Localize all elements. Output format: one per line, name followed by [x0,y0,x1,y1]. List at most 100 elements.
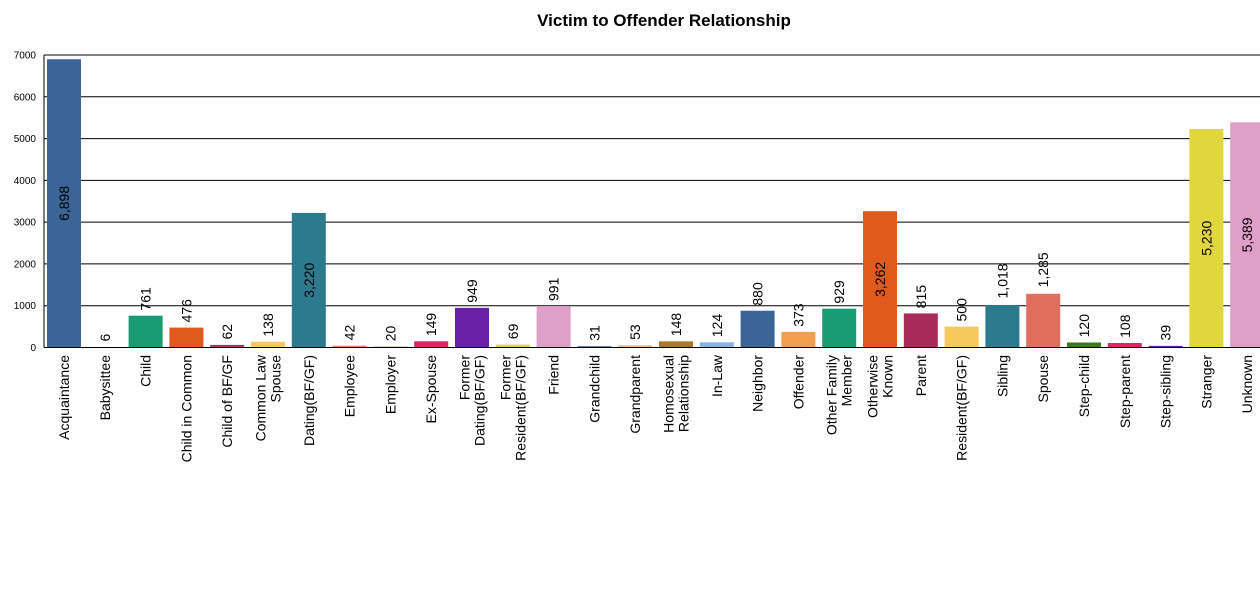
x-tick-label: Other Family [824,355,840,435]
bar [332,345,367,348]
x-tick-label: Member [839,355,855,407]
data-label: 149 [423,313,439,337]
data-label: 5,230 [1198,221,1214,256]
x-tick-label: Spouse [1035,355,1051,403]
x-tick-label: Spouse [268,355,284,403]
bar [251,341,285,348]
x-tick-label: Offender [790,355,806,410]
x-tick-label: Former [497,355,513,400]
data-label: 39 [1158,325,1174,341]
x-tick-label: In-Law [709,354,725,397]
x-tick-label: Stranger [1198,355,1214,409]
x-tick-label: Employee [342,355,358,417]
x-tick-label: Dating(BF/GF) [301,355,317,446]
y-tick-label: 3000 [14,218,37,229]
x-tick-label: Child [138,355,154,387]
x-axis: Acquaintance Babysittee Child Child in Comm… [44,347,1260,462]
bar [740,310,775,348]
data-label: 373 [790,303,806,327]
x-tick-label: Friend [546,355,562,395]
x-tick-label: Ex-Spouse [423,355,439,424]
bar [210,344,245,348]
x-tick-label: Parent [913,355,929,396]
y-tick-label: 5000 [14,134,37,145]
bar [495,344,530,348]
x-tick-label: Child of BF/GF [219,355,235,448]
bar [577,346,612,348]
bar [822,308,857,348]
bars [47,59,1260,348]
data-label: 148 [668,313,684,337]
bar [128,315,163,348]
gridlines [44,54,1260,307]
x-tick-label: Babysittee [97,355,113,421]
bar [1067,342,1101,348]
data-label: 6,898 [56,186,72,221]
x-tick-label: Relationship [676,355,692,432]
x-tick-label: Known [880,355,896,398]
chart-title: Victim to Offender Relationship [537,11,791,30]
bar [291,212,326,348]
data-label: 3,220 [301,263,317,298]
x-tick-label: Former [457,355,473,400]
x-tick-label: Common Law [253,354,269,441]
data-label: 815 [913,285,929,309]
bar [536,306,571,348]
data-label: 991 [546,277,562,301]
y-tick-label: 6000 [14,92,37,103]
bar [985,304,1020,348]
data-label: 949 [464,279,480,303]
y-tick-label: 4000 [14,176,37,187]
data-label: 62 [219,324,235,340]
x-tick-label: Child in Common [178,355,194,462]
bar [47,59,81,348]
bar [944,326,979,348]
data-label: 20 [382,325,398,341]
x-tick-label: Neighbor [750,355,766,412]
data-label: 1,018 [994,263,1010,298]
data-label: 120 [1076,314,1092,338]
bar [618,345,653,348]
y-tick-label: 0 [30,343,36,354]
bar [699,342,734,348]
data-label: 42 [342,325,358,341]
bar [455,307,489,348]
bar [169,327,204,348]
data-label: 108 [1117,314,1133,338]
bar [1026,293,1061,348]
x-tick-label: Homosexual [661,355,677,433]
x-tick-label: Sibling [994,355,1010,397]
x-tick-label: Unknown [1239,355,1255,413]
y-axis: 0 1000 2000 3000 4000 5000 6000 7000 [14,51,45,354]
y-tick-label: 1000 [14,301,37,312]
x-tick-label: Acquaintance [56,355,72,440]
data-label: 1,285 [1035,252,1051,287]
bar [863,211,897,348]
bar [1189,128,1224,348]
x-tick-label: Resident(BF/GF) [512,355,528,461]
x-tick-label: Dating(BF/GF) [472,355,488,446]
x-tick-label: Grandchild [586,355,602,423]
data-label: 69 [505,323,521,339]
data-label: 880 [750,282,766,306]
x-tick-label: Otherwise [865,355,881,418]
data-label: 929 [831,280,847,304]
bar [1148,345,1183,348]
x-tick-label: Grandparent [627,355,643,434]
bar [659,341,693,348]
x-tick-label: Step-sibling [1158,355,1174,428]
bar [414,341,449,348]
data-label: 500 [954,298,970,322]
data-label: 53 [627,324,643,340]
x-tick-label: Employer [382,355,398,414]
data-label: 138 [260,313,276,337]
x-tick-label: Step-parent [1117,355,1133,428]
bar [781,331,816,348]
y-tick-label: 2000 [14,259,37,270]
data-label: 5,389 [1239,217,1255,252]
x-tick-label: Step-child [1076,355,1092,417]
data-label: 3,262 [872,262,888,297]
bar [903,313,938,348]
data-label: 31 [586,325,602,341]
